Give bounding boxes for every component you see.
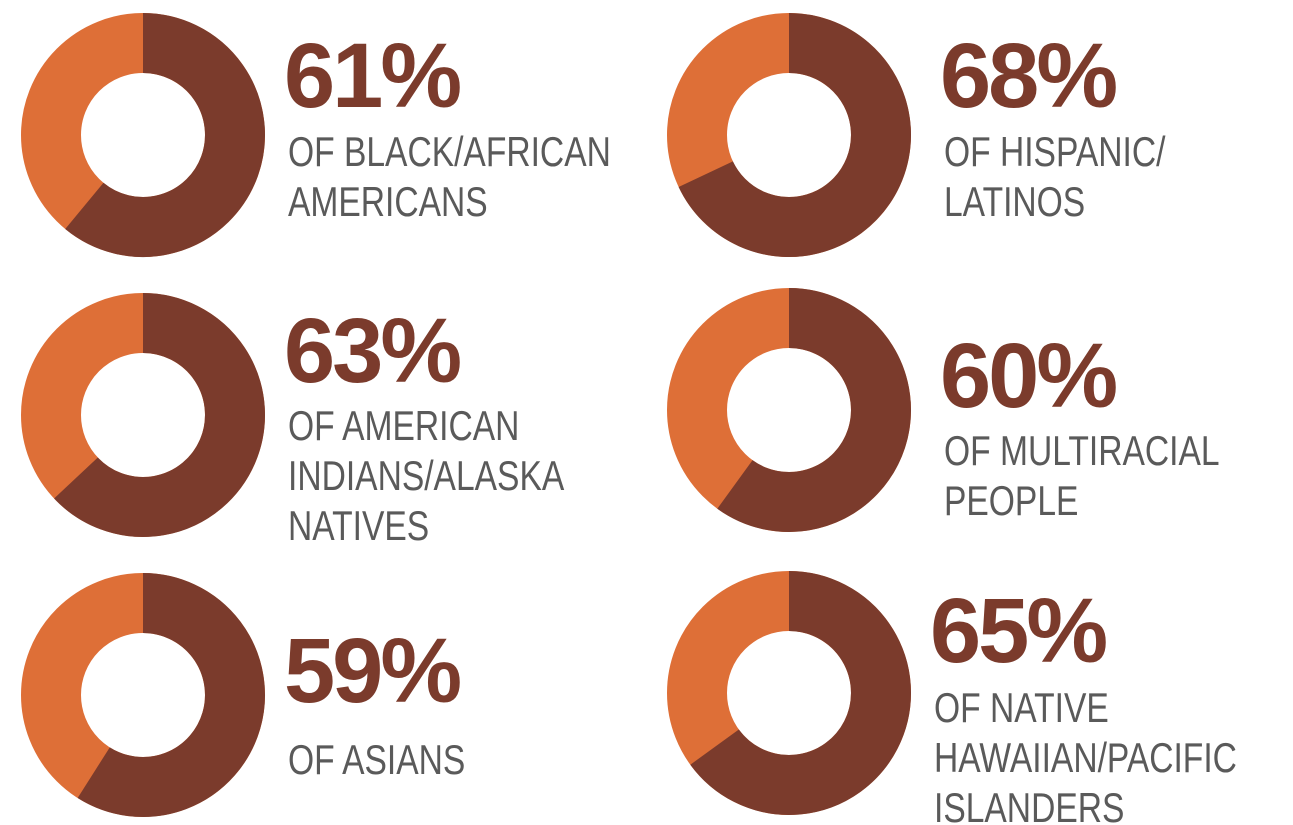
group-label-line: OF HISPANIC/	[944, 130, 1166, 176]
percent-label: 59%	[284, 620, 460, 722]
group-label: OF HISPANIC/LATINOS	[944, 130, 1166, 226]
group-label-line: OF NATIVE	[934, 686, 1109, 732]
group-label-line: LATINOS	[944, 180, 1085, 226]
donut-segment	[65, 13, 265, 257]
group-label-line: INDIANS/ALASKA	[288, 454, 565, 500]
group-label-line: PEOPLE	[944, 479, 1078, 525]
group-label-line: AMERICANS	[288, 180, 488, 226]
percent-label: 60%	[940, 325, 1116, 427]
group-label-line: HAWAIIAN/PACIFIC	[934, 736, 1237, 782]
donut-chart	[21, 573, 265, 817]
donut-chart	[667, 571, 911, 815]
group-label-line: OF BLACK/AFRICAN	[288, 130, 611, 176]
donut-segment	[717, 288, 911, 532]
group-label: OF ASIANS	[288, 738, 465, 784]
percent-label: 65%	[930, 580, 1106, 682]
group-label-line: NATIVES	[288, 504, 429, 550]
donut-chart	[21, 13, 265, 257]
group-label-line: OF AMERICAN	[288, 404, 519, 450]
group-label-line: OF ASIANS	[288, 738, 465, 784]
donut-chart	[667, 288, 911, 532]
group-label-line: OF MULTIRACIAL	[944, 429, 1220, 475]
donut-segment	[678, 13, 911, 257]
donut-segment	[77, 573, 265, 817]
donut-segment	[54, 293, 265, 537]
percent-label: 68%	[940, 25, 1116, 127]
donut-chart	[667, 13, 911, 257]
group-label-line: ISLANDERS	[934, 786, 1124, 825]
donut-chart	[21, 293, 265, 537]
percent-label: 61%	[284, 25, 460, 127]
donut-segment	[690, 571, 911, 815]
percent-label: 63%	[284, 300, 460, 402]
